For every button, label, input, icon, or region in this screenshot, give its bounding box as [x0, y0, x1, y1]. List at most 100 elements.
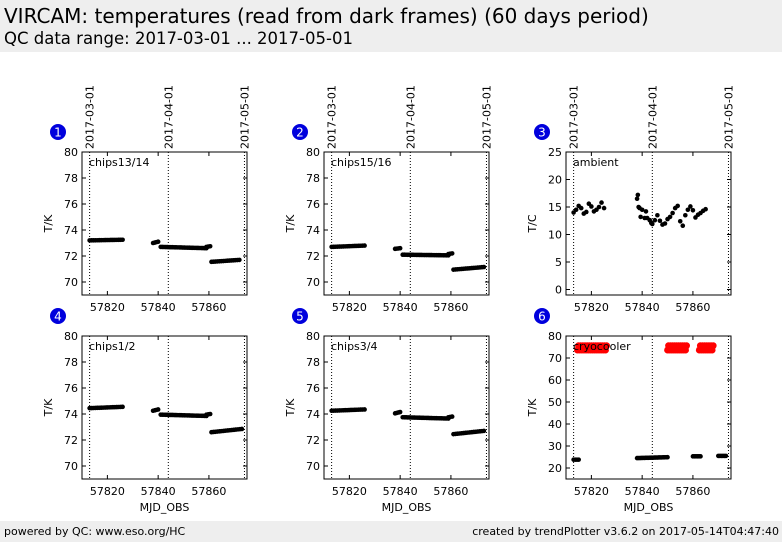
x-tick-label: 57820 [574, 301, 609, 314]
x-tick-label: 57860 [675, 485, 710, 498]
footer-bar: powered by QC: www.eso.org/HC created by… [0, 521, 782, 542]
data-point [237, 257, 242, 263]
data-point [680, 223, 686, 228]
y-tick-label: 20 [548, 462, 562, 475]
y-tick-label: 74 [306, 224, 320, 237]
data-point [573, 207, 579, 213]
y-tick-label: 80 [306, 146, 320, 159]
y-tick-label: 80 [64, 146, 78, 159]
panel-number: 6 [538, 310, 546, 324]
data-point [589, 204, 594, 209]
y-tick-label: 50 [548, 396, 562, 409]
panel-label: chips1/2 [89, 340, 136, 353]
chart-panel-5: 70 72 74 76 78 80 57820 57840 57860 chips3/4 T/K MJ… [284, 308, 490, 514]
panel-number-badge [534, 124, 550, 140]
x-tick-label: 57840 [141, 301, 176, 314]
x-axis-title: MJD_OBS [624, 501, 674, 514]
y-tick-label: 70 [306, 460, 320, 473]
data-point [650, 221, 655, 227]
data-point [703, 206, 708, 212]
y-tick-label: 78 [64, 356, 78, 369]
data-point [657, 218, 663, 224]
data-point [584, 209, 589, 215]
highlight-data-point [709, 342, 717, 350]
x-tick-label: 57860 [433, 301, 468, 314]
y-tick-label: 15 [548, 201, 562, 214]
panel-number: 3 [538, 126, 546, 140]
y-tick-label: 25 [548, 146, 562, 159]
highlight-data-point [683, 342, 690, 350]
plot-frame [323, 151, 490, 296]
x-tick-label: 57820 [90, 301, 125, 314]
data-point [599, 200, 604, 205]
data-point [662, 221, 668, 226]
plot-frame [323, 335, 490, 480]
y-tick-label: 76 [306, 198, 320, 211]
plot-frame [565, 151, 732, 296]
data-point [723, 453, 729, 459]
chart-panel-1: 2017-03-01 2017-04-01 2017-05-01 70 72 74 76 78… [42, 85, 251, 314]
data-point [635, 192, 641, 198]
panel-label: cryocooler [573, 340, 631, 353]
x-tick-label: 57860 [191, 301, 226, 314]
y-axis-title: T/K [284, 214, 297, 233]
data-point [683, 212, 688, 218]
data-point [207, 411, 213, 417]
panel-number-badge [50, 308, 66, 324]
page-subtitle: QC data range: 2017-03-01 ... 2017-05-01 [4, 29, 353, 48]
data-point [670, 210, 675, 216]
y-tick-label: 0 [555, 284, 562, 297]
y-tick-label: 30 [548, 440, 562, 453]
data-point [698, 454, 703, 459]
footer-generator: created by trendPlotter v3.6.2 on 2017-0… [472, 525, 779, 538]
y-tick-label: 78 [306, 172, 320, 185]
x-tick-label: 57820 [332, 485, 367, 498]
chart-panel-6: 20 30 40 50 60 70 80 57820 57840 57860 cryocooler T… [526, 308, 732, 514]
y-tick-label: 76 [64, 198, 78, 211]
y-tick-label: 5 [555, 256, 562, 269]
panel-number-badge [292, 124, 308, 140]
y-tick-label: 10 [548, 229, 562, 242]
y-tick-label: 74 [64, 224, 78, 237]
x-tick-label: 57860 [675, 301, 710, 314]
data-point [155, 407, 161, 412]
data-point [596, 204, 602, 210]
data-point [578, 205, 584, 211]
x-tick-label: 57840 [383, 301, 418, 314]
data-point [685, 207, 691, 213]
chart-panel-3: 2017-03-01 2017-04-01 2017-05-01 0 5 10 15 20 25… [526, 85, 735, 314]
y-tick-label: 74 [306, 408, 320, 421]
y-tick-label: 80 [64, 330, 78, 343]
panel-label: chips15/16 [331, 156, 392, 169]
data-point [362, 243, 367, 248]
y-tick-label: 74 [64, 408, 78, 421]
y-tick-label: 72 [64, 434, 78, 447]
date-marker-label: 2017-03-01 [84, 85, 97, 149]
data-point [155, 239, 161, 244]
y-tick-label: 78 [64, 172, 78, 185]
x-axis-title: MJD_OBS [140, 501, 190, 514]
date-marker-label: 2017-03-01 [568, 85, 581, 149]
x-tick-label: 57840 [383, 485, 418, 498]
y-axis-title: T/K [42, 398, 55, 417]
data-point [688, 204, 693, 209]
date-marker-label: 2017-05-01 [722, 85, 735, 149]
panel-number: 5 [296, 310, 304, 324]
panel-number-badge [534, 308, 550, 324]
data-point [481, 428, 487, 434]
y-axis-title: T/K [42, 214, 55, 233]
y-tick-label: 72 [64, 250, 78, 263]
panel-number: 4 [54, 310, 62, 324]
data-point [397, 245, 403, 251]
data-point [639, 207, 645, 213]
date-marker-label: 2017-04-01 [646, 85, 659, 149]
data-point [120, 404, 125, 410]
data-point [675, 203, 680, 209]
panel-number: 1 [54, 126, 62, 140]
y-tick-label: 76 [306, 382, 320, 395]
y-axis-title: T/C [526, 214, 539, 233]
data-point [677, 219, 683, 224]
y-tick-label: 70 [306, 276, 320, 289]
panel-label: chips3/4 [331, 340, 378, 353]
